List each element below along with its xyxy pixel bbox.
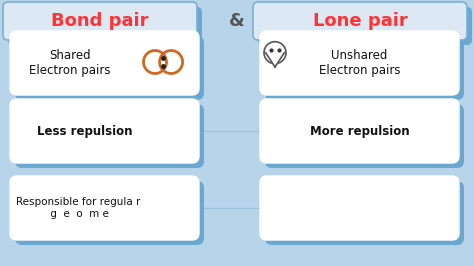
Polygon shape [265, 53, 284, 67]
FancyBboxPatch shape [265, 104, 464, 168]
Text: Bond pair: Bond pair [51, 12, 149, 30]
Text: More repulsion: More repulsion [310, 124, 410, 138]
FancyBboxPatch shape [260, 99, 459, 163]
Circle shape [264, 42, 286, 64]
FancyBboxPatch shape [265, 36, 464, 100]
FancyBboxPatch shape [10, 176, 199, 240]
Text: &: & [229, 12, 245, 30]
FancyBboxPatch shape [15, 181, 204, 245]
Text: Lone pair: Lone pair [313, 12, 407, 30]
FancyBboxPatch shape [10, 31, 199, 95]
FancyBboxPatch shape [260, 31, 459, 95]
FancyBboxPatch shape [3, 2, 197, 40]
Text: Unshared
Electron pairs: Unshared Electron pairs [319, 49, 400, 77]
FancyBboxPatch shape [265, 181, 464, 245]
Text: Shared
Electron pairs: Shared Electron pairs [29, 49, 111, 77]
Text: Less repulsion: Less repulsion [37, 124, 133, 138]
FancyBboxPatch shape [8, 7, 202, 45]
FancyBboxPatch shape [260, 176, 459, 240]
Text: Responsible for regula r
 g  e  o  m e: Responsible for regula r g e o m e [16, 197, 140, 219]
FancyBboxPatch shape [15, 104, 204, 168]
FancyBboxPatch shape [15, 36, 204, 100]
FancyBboxPatch shape [10, 99, 199, 163]
FancyBboxPatch shape [253, 2, 467, 40]
FancyBboxPatch shape [258, 7, 472, 45]
